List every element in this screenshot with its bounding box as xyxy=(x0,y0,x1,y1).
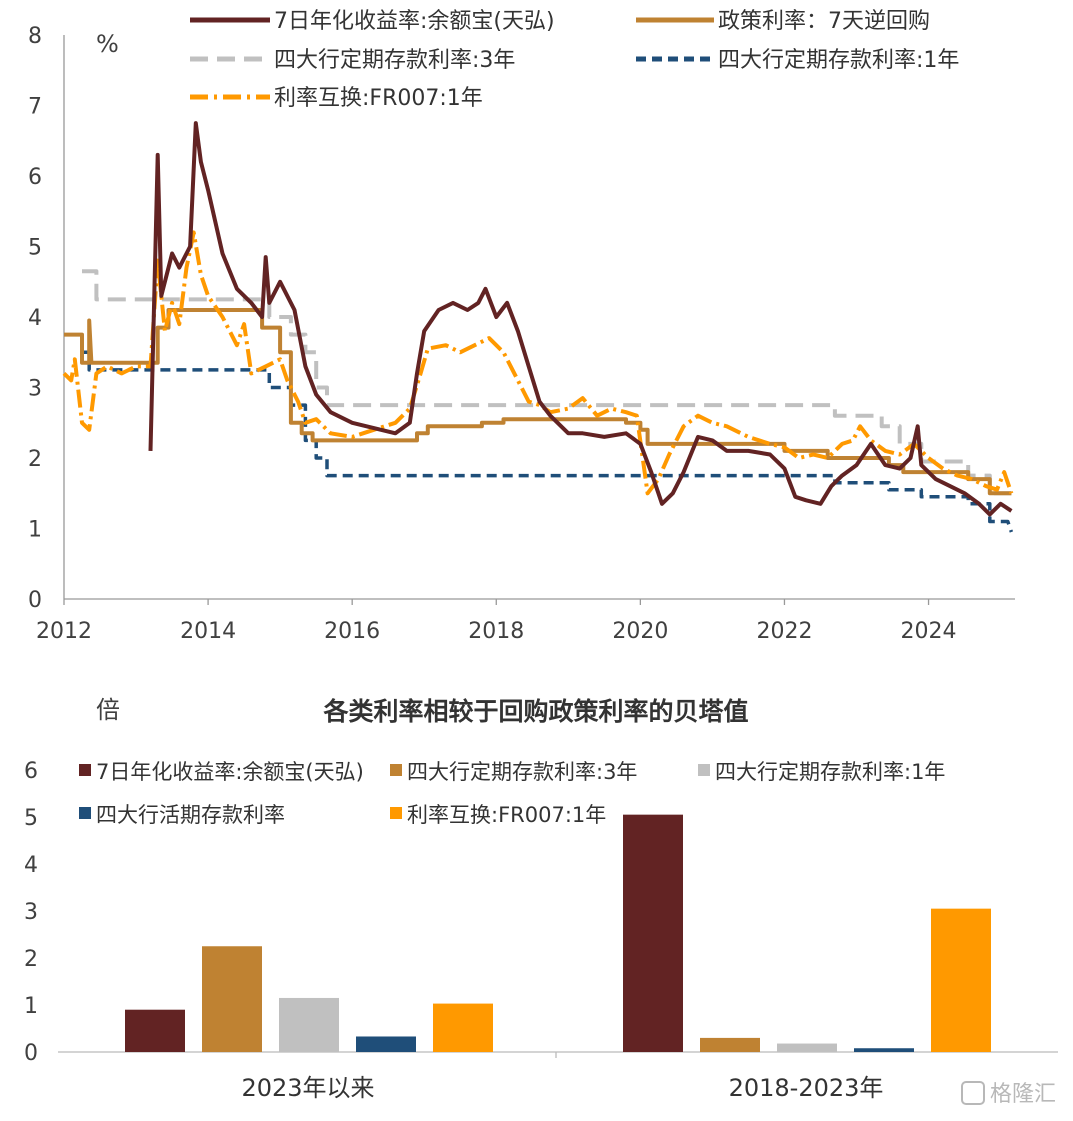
top-x-tick-label: 2012 xyxy=(36,619,92,644)
bar-fr007-1 xyxy=(433,1003,493,1052)
line-series-fr007 xyxy=(62,230,1014,496)
top-x-tick-label: 2024 xyxy=(901,619,957,644)
top-x-tick-label: 2020 xyxy=(612,619,668,644)
top-x-tick-label: 2022 xyxy=(756,619,812,644)
bar-dep1y-1 xyxy=(279,997,339,1052)
top-line-chart: 0 1 2 3 4 5 6 7 8 2012 2014 2016 2018 2020 2022 2024 %… xyxy=(28,9,1015,644)
top-legend-item-yuebao: 7日年化收益率:余额宝(天弘) xyxy=(190,9,555,34)
bottom-bars xyxy=(125,814,991,1052)
top-x-tick-labels: 2012 2014 2016 2018 2020 2022 2024 xyxy=(36,599,957,644)
legend-label: 四大行活期存款利率 xyxy=(96,803,285,827)
legend-swatch xyxy=(79,807,91,819)
top-x-tick-label: 2018 xyxy=(468,619,524,644)
bottom-chart-title: 各类利率相较于回购政策利率的贝塔值 xyxy=(322,697,748,726)
top-y-tick-label: 4 xyxy=(28,306,42,331)
top-y-tick-label: 7 xyxy=(28,95,42,120)
bottom-y-tick-label: 2 xyxy=(24,947,38,972)
top-legend-item-dep3y: 四大行定期存款利率:3年 xyxy=(190,48,515,73)
legend-swatch xyxy=(390,807,402,819)
top-y-tick-labels: 0 1 2 3 4 5 6 7 8 xyxy=(28,24,42,613)
legend-label: 四大行定期存款利率:1年 xyxy=(718,48,959,73)
bar-dep1y-2 xyxy=(777,1043,837,1052)
top-legend-item-policy: 政策利率：7天逆回购 xyxy=(636,9,930,34)
top-legend: 7日年化收益率:余额宝(天弘) 政策利率：7天逆回购 四大行定期存款利率:3年 … xyxy=(190,9,959,111)
bar-dep3y-2 xyxy=(700,1037,760,1052)
bottom-legend-item-dep1y: 四大行定期存款利率:1年 xyxy=(698,760,945,784)
bar-dep3y-1 xyxy=(202,946,262,1052)
legend-label: 四大行定期存款利率:3年 xyxy=(274,48,515,73)
top-x-tick-label: 2014 xyxy=(180,619,236,644)
legend-label: 政策利率：7天逆回购 xyxy=(718,9,930,34)
watermark: 格隆汇 xyxy=(961,1081,1056,1107)
bottom-legend: 7日年化收益率:余额宝(天弘) 四大行定期存款利率:3年 四大行定期存款利率:1… xyxy=(79,760,945,827)
legend-label: 利率互换:FR007:1年 xyxy=(274,86,483,111)
top-y-unit-label: % xyxy=(96,30,119,58)
bar-current-2 xyxy=(854,1048,914,1052)
bottom-legend-item-yuebao: 7日年化收益率:余额宝(天弘) xyxy=(79,760,364,784)
top-y-tick-label: 1 xyxy=(28,518,42,543)
legend-label: 利率互换:FR007:1年 xyxy=(407,803,606,827)
top-legend-item-dep1y: 四大行定期存款利率:1年 xyxy=(636,48,959,73)
bottom-bar-chart: 倍 各类利率相较于回购政策利率的贝塔值 0 1 2 3 4 5 6 2023年以来 2018… xyxy=(24,696,1058,1102)
legend-swatch xyxy=(79,764,91,776)
top-y-tick-label: 8 xyxy=(28,24,42,49)
bottom-y-tick-label: 1 xyxy=(24,994,38,1019)
watermark-logo-icon xyxy=(961,1081,985,1105)
legend-swatch xyxy=(390,764,402,776)
bar-current-1 xyxy=(356,1036,416,1052)
top-y-tick-label: 6 xyxy=(28,165,42,190)
bottom-category-label-2: 2018-2023年 xyxy=(729,1074,884,1102)
bottom-y-tick-label: 0 xyxy=(24,1041,38,1066)
top-x-tick-label: 2016 xyxy=(324,619,380,644)
bottom-legend-item-current: 四大行活期存款利率 xyxy=(79,803,285,827)
bottom-y-unit-label: 倍 xyxy=(96,696,120,724)
legend-label: 四大行定期存款利率:3年 xyxy=(407,760,637,784)
line-series-dep3y xyxy=(82,269,1012,496)
bottom-y-tick-labels: 0 1 2 3 4 5 6 xyxy=(24,759,38,1066)
top-series-lines xyxy=(62,121,1014,533)
legend-label: 四大行定期存款利率:1年 xyxy=(715,760,945,784)
top-legend-item-fr007: 利率互换:FR007:1年 xyxy=(190,86,483,111)
bottom-y-tick-label: 3 xyxy=(24,900,38,925)
legend-swatch xyxy=(698,764,710,776)
bottom-y-tick-label: 6 xyxy=(24,759,38,784)
bar-yuebao-1 xyxy=(125,1009,185,1052)
bar-fr007-2 xyxy=(931,908,991,1052)
top-y-tick-label: 5 xyxy=(28,236,42,261)
line-series-dep1y xyxy=(82,350,1014,533)
bottom-y-tick-label: 5 xyxy=(24,806,38,831)
top-y-tick-label: 0 xyxy=(28,588,42,613)
top-y-tick-label: 2 xyxy=(28,447,42,472)
top-y-tick-label: 3 xyxy=(28,377,42,402)
bottom-y-tick-label: 4 xyxy=(24,853,38,878)
watermark-text: 格隆汇 xyxy=(990,1082,1056,1107)
bottom-legend-item-dep3y: 四大行定期存款利率:3年 xyxy=(390,760,637,784)
line-series-yuebao xyxy=(148,121,1013,517)
bottom-legend-item-fr007: 利率互换:FR007:1年 xyxy=(390,803,606,827)
bottom-category-label-1: 2023年以来 xyxy=(241,1074,374,1102)
legend-label: 7日年化收益率:余额宝(天弘) xyxy=(274,9,555,34)
bar-yuebao-2 xyxy=(623,814,683,1052)
legend-label: 7日年化收益率:余额宝(天弘) xyxy=(96,760,364,784)
